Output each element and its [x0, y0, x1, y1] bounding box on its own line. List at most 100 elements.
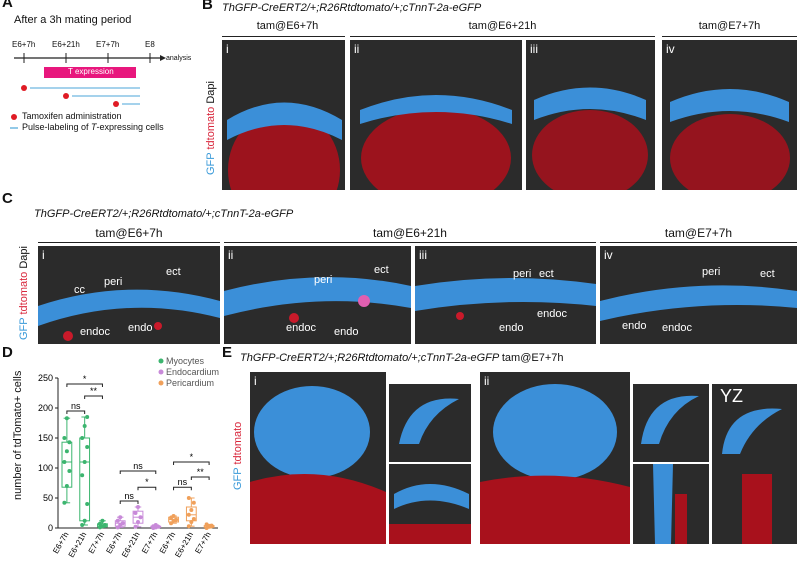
- significance-bracket: [173, 461, 210, 465]
- data-point: [133, 511, 138, 515]
- data-point: [186, 496, 191, 500]
- x-tick-label: E7+7h: [87, 531, 106, 556]
- data-point: [136, 520, 140, 524]
- data-point: [191, 517, 196, 521]
- e-image-yz: YZ: [712, 384, 797, 544]
- data-point: [191, 500, 196, 505]
- data-point: [64, 416, 69, 421]
- d-legend-0: Myocytes: [166, 356, 205, 366]
- data-point: [64, 484, 69, 488]
- significance-bracket: [66, 410, 86, 414]
- y-tick-label: 150: [38, 433, 53, 443]
- significance-bracket: [137, 486, 157, 491]
- c-image-ii: ii peri ect endoc endo: [224, 246, 411, 344]
- data-point: [67, 469, 72, 473]
- a-tick-3: E8: [145, 40, 155, 49]
- significance-bracket: [173, 486, 192, 491]
- e-image-i-zoom-bottom: [389, 464, 471, 544]
- panel-label-c: C: [2, 190, 13, 207]
- a-title: After a 3h mating period: [14, 14, 132, 26]
- y-tick-label: 0: [48, 523, 53, 533]
- data-point: [82, 518, 87, 523]
- data-point: [80, 523, 85, 527]
- data-point: [115, 525, 120, 530]
- data-point: [82, 424, 87, 428]
- data-point: [115, 518, 120, 523]
- c-genotype: ThGFP-CreERT2/+;R26Rtdtomato/+;cTnnT-2a-…: [34, 208, 294, 220]
- e-image-ii: ii: [480, 372, 630, 544]
- x-tick-label: E7+7h: [140, 531, 159, 556]
- a-legend-pulse: Pulse-labeling of T-expressing cells: [22, 122, 164, 132]
- c-header-2: tam@E7+7h: [664, 226, 733, 240]
- d-legend-2: Pericardium: [166, 378, 215, 388]
- significance-bracket: [119, 500, 139, 504]
- legend-dot: [158, 369, 164, 375]
- b-image-iii: iii: [526, 40, 655, 190]
- y-tick-label: 50: [43, 493, 53, 503]
- e-image-i: i: [250, 372, 386, 544]
- data-point: [62, 436, 67, 440]
- significance-bracket: [84, 395, 103, 399]
- data-point: [120, 521, 125, 526]
- data-point: [186, 512, 191, 517]
- a-bar-label: T expression: [68, 67, 114, 76]
- tam-dot-2: [63, 93, 69, 99]
- data-point: [62, 500, 67, 505]
- c-image-iv: iv peri ect endo endoc: [600, 246, 797, 344]
- a-tick-1: E6+21h: [52, 40, 80, 49]
- x-tick-label: E7+7h: [193, 531, 212, 556]
- significance-label: *: [190, 452, 194, 462]
- data-point: [136, 505, 140, 509]
- significance-label: ns: [71, 401, 81, 411]
- data-point: [85, 502, 90, 506]
- c-header-0: tam@E6+7h: [95, 226, 163, 240]
- a-legend-icons: [10, 114, 18, 129]
- significance-bracket: [66, 383, 103, 387]
- box: [61, 441, 73, 488]
- d-chart: 050100150200250E6+7hE6+21hE7+7hE6+7hE6+2…: [38, 358, 218, 559]
- e-genotype: ThGFP-CreERT2/+;R26Rtdtomato/+;cTnnT-2a-…: [240, 352, 564, 364]
- panel-label-a: A: [2, 0, 13, 11]
- data-point: [186, 524, 191, 529]
- panel-label-d: D: [2, 344, 13, 361]
- b-genotype: ThGFP-CreERT2/+;R26Rtdtomato/+;cTnnT-2a-…: [222, 2, 482, 14]
- c-image-i: i cc peri ect endoc endo: [38, 246, 220, 344]
- data-point: [209, 523, 214, 528]
- significance-label: ns: [124, 491, 134, 501]
- y-tick-label: 200: [38, 403, 53, 413]
- y-tick-label: 250: [38, 373, 53, 383]
- significance-label: *: [145, 477, 149, 487]
- data-point: [189, 508, 194, 512]
- significance-bracket: [119, 470, 157, 474]
- b-image-iv: iv: [662, 40, 797, 190]
- c-image-iii: iii peri ect endo endoc: [415, 246, 596, 344]
- data-point: [204, 522, 209, 527]
- legend-dot: [158, 358, 164, 364]
- data-point: [82, 460, 87, 464]
- e-image-ii-zoom-top: [633, 384, 709, 462]
- t-expression-bar: [44, 67, 136, 78]
- data-point: [64, 449, 69, 454]
- e-image-ii-zoom-bottom: [633, 464, 709, 544]
- a-timeline: [14, 53, 166, 107]
- tam-dot-1: [21, 85, 27, 91]
- data-point: [85, 415, 90, 419]
- legend-dot: [158, 380, 164, 386]
- significance-bracket: [190, 476, 210, 480]
- data-point: [102, 523, 107, 527]
- data-point: [85, 445, 90, 449]
- data-point: [133, 524, 138, 529]
- data-point: [169, 521, 174, 526]
- b-header-0: tam@E6+7h: [256, 20, 319, 32]
- b-header-2: tam@E7+7h: [698, 20, 761, 32]
- box: [79, 437, 91, 522]
- b-image-ii: ii: [350, 40, 522, 190]
- data-point: [118, 515, 123, 520]
- data-point: [80, 473, 85, 478]
- y-tick-label: 100: [38, 463, 53, 473]
- a-tick-2: E7+7h: [96, 40, 120, 49]
- e-yz-label: YZ: [720, 386, 744, 406]
- significance-label: *: [83, 374, 87, 384]
- panel-label-e: E: [222, 344, 233, 361]
- tam-dot-3: [113, 101, 119, 107]
